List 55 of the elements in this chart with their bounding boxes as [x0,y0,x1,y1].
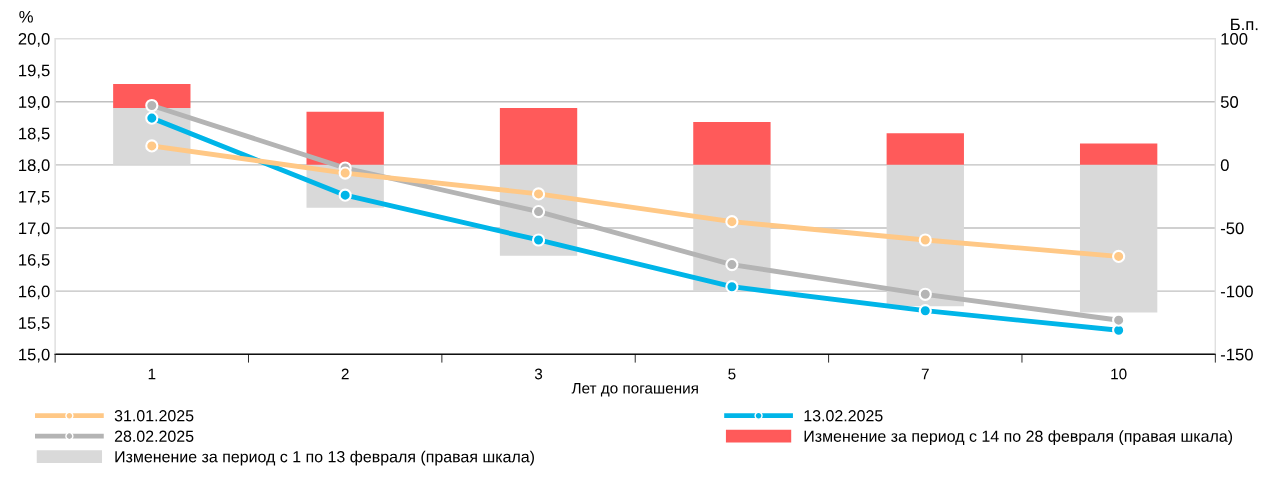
point [531,187,546,201]
legend-label: Изменение за период с 14 по 28 февраля (правая шкала) [804,430,1233,446]
bar [499,108,578,165]
x-tick-label: 1 [148,368,156,380]
bar [886,133,964,165]
point [145,111,159,125]
point [918,233,932,247]
point [145,139,159,153]
point [531,233,546,247]
y-tick-label: 18,0 [19,159,50,174]
y-tick-label: 15,0 [19,348,50,363]
x-tick-label: 10 [1111,368,1127,380]
point [725,280,739,294]
legend-label: Изменение за период с 1 по 13 февраля (правая шкала) [115,450,534,466]
y-tick-label: 16,5 [19,253,50,268]
x-axis-title: Лет до погашения [571,382,698,397]
y2-tick-label: -100 [1220,285,1253,298]
y-tick-label: 19,0 [19,96,50,110]
y2-tick-label: 50 [1220,96,1239,108]
legend-label: 13.02.2025 [804,410,883,422]
point [145,98,159,113]
x-tick-label: 5 [728,368,736,380]
legend-label: 28.02.2025 [114,430,194,442]
bar [1079,143,1158,165]
point [725,215,739,229]
point [531,204,546,219]
bar [1079,164,1158,313]
y-axis-title: % [19,10,33,23]
point [918,304,932,318]
point [725,258,739,272]
y2-axis-title: Б.п. [1231,18,1258,31]
y2-tick-label: -50 [1220,222,1244,235]
y-tick-label: 18,5 [19,127,50,142]
y-tick-label: 15,5 [19,317,50,331]
bar [306,111,384,165]
point [1112,313,1126,327]
x-tick-label: 2 [341,368,349,380]
y2-tick-label: 100 [1221,32,1248,45]
bar [693,121,771,165]
x-tick-label: 7 [921,368,929,380]
x-tick-label: 3 [534,368,543,380]
point [338,188,352,202]
bar [886,164,964,307]
y2-tick-label: -150 [1220,348,1253,361]
bar [113,84,191,109]
y-tick-label: 17,5 [19,190,50,205]
point [918,287,932,301]
legend-label: 31.01.2025 [114,410,194,422]
y2-tick-label: 0 [1220,159,1229,172]
y-tick-label: 20,0 [18,32,50,47]
point [338,166,352,180]
y-tick-label: 19,5 [19,64,50,79]
y-tick-label: 17,0 [19,222,50,237]
y-tick-label: 16,0 [19,285,50,300]
point [1112,249,1126,263]
